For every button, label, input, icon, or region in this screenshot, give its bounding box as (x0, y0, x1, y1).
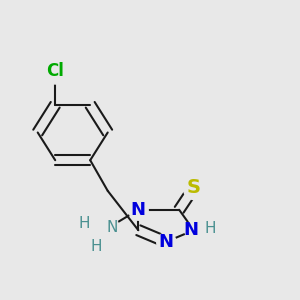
Text: H: H (79, 216, 90, 231)
Text: Cl: Cl (46, 62, 64, 80)
Text: H: H (204, 221, 215, 236)
Text: N: N (183, 221, 198, 239)
Text: N: N (158, 233, 173, 251)
Text: N: N (131, 201, 146, 219)
Text: S: S (187, 178, 201, 197)
Text: H: H (90, 239, 102, 254)
Text: N: N (106, 220, 118, 235)
